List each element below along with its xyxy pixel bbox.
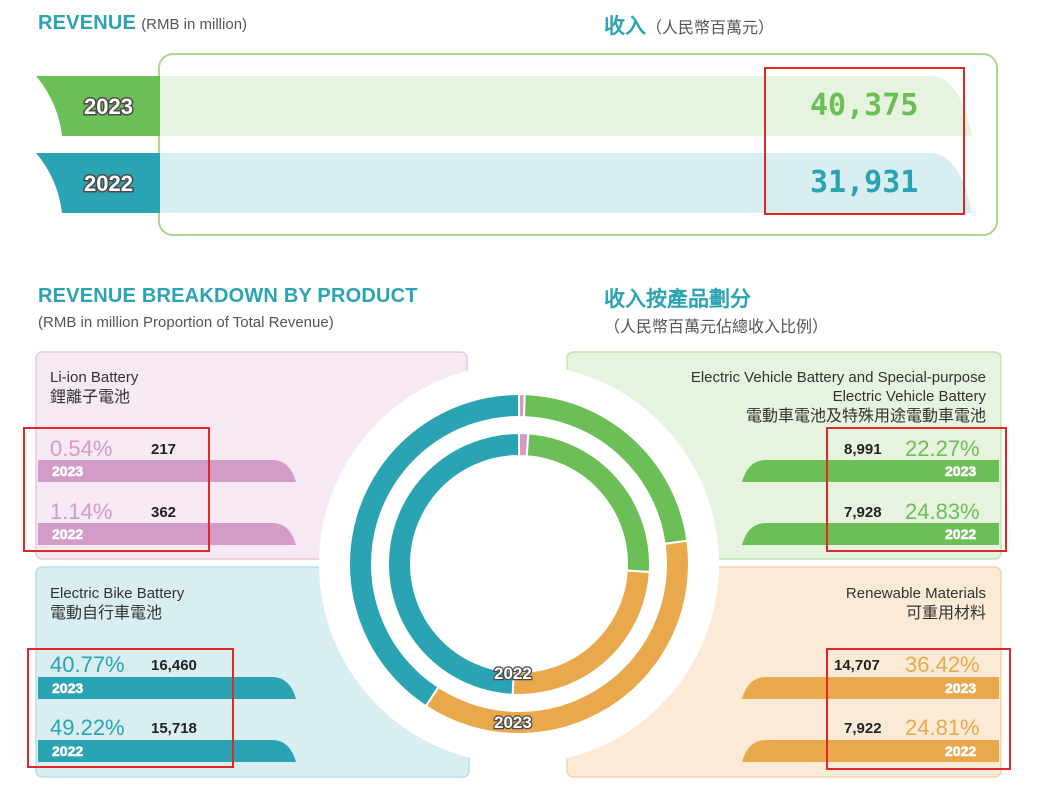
breakdown-title-en: REVENUE BREAKDOWN BY PRODUCT	[38, 285, 418, 307]
ev-pct-2023: 22.27%	[905, 436, 980, 461]
renewable-value-2023: 14,707	[834, 657, 880, 674]
donut-label-inner: 2022	[493, 663, 533, 685]
stripe-ebike-2023	[38, 677, 296, 699]
ev-value-2023: 8,991	[844, 441, 882, 458]
revenue-value-2023: 40,375	[810, 88, 919, 123]
ev-name-en-2: Electric Vehicle Battery	[832, 388, 986, 405]
li-ion-name-zh: 鋰離子電池	[50, 387, 131, 406]
revenue-year-2022: 2022	[83, 170, 135, 198]
stripe-ev-2022	[742, 523, 999, 545]
ebike-year-2022: 2022	[52, 743, 84, 760]
revenue-bar-2023-tab	[36, 76, 160, 136]
ev-pct-2022: 24.83%	[905, 499, 980, 524]
revenue-title: REVENUE (RMB in million)	[38, 12, 247, 35]
ebike-value-2023: 16,460	[151, 657, 197, 674]
highlight-box-ev	[826, 427, 1007, 552]
stripe-renewable-2022	[742, 740, 999, 762]
donut-label-outer: 2023	[493, 712, 533, 734]
renewable-pct-2022: 24.81%	[905, 715, 980, 740]
stripe-li-ion-2023	[38, 460, 296, 482]
stripe-li-ion-2022	[38, 523, 296, 545]
highlight-box-renewable	[826, 648, 1011, 770]
ebike-value-2022: 15,718	[151, 720, 197, 737]
revenue-bar-2023-bg	[160, 76, 972, 136]
ebike-pct-2022: 49.22%	[50, 715, 125, 740]
ebike-name-zh: 電動自行車電池	[50, 603, 163, 622]
highlight-box-li-ion	[23, 427, 210, 552]
li-ion-pct-2023: 0.54%	[50, 436, 113, 461]
li-ion-value-2023: 217	[151, 441, 177, 458]
ev-year-2022: 2022	[945, 526, 977, 543]
ev-value-2022: 7,928	[844, 504, 882, 521]
revenue-subtitle-zh: （人民幣百萬元）	[646, 18, 775, 37]
revenue-subtitle-en: (RMB in million)	[141, 16, 248, 33]
ev-name-zh: 電動車電池及特殊用途電動車電池	[745, 406, 986, 425]
ebike-year-2023: 2023	[52, 680, 84, 697]
li-ion-name-en: Li-ion Battery	[50, 369, 139, 386]
stripe-renewable-2023	[742, 677, 999, 699]
revenue-bar-2022-tab	[36, 153, 160, 213]
li-ion-pct-2022: 1.14%	[50, 499, 113, 524]
ebike-name-en: Electric Bike Battery	[50, 585, 185, 602]
renewable-name-zh: 可重用材料	[905, 603, 986, 622]
stripe-ebike-2022	[38, 740, 296, 762]
renewable-value-2022: 7,922	[844, 720, 882, 737]
highlight-box-revenue	[764, 67, 965, 215]
donut-backdrop	[319, 364, 719, 764]
highlight-box-ebike	[27, 648, 234, 768]
breakdown-subtitle-en: (RMB in million Proportion of Total Reve…	[38, 314, 334, 331]
renewable-year-2023: 2023	[945, 680, 977, 697]
ebike-pct-2023: 40.77%	[50, 652, 125, 677]
donut-slice-2022-3	[387, 431, 520, 696]
renewable-name-en: Renewable Materials	[845, 585, 986, 602]
ev-name-en-1: Electric Vehicle Battery and Special-pur…	[690, 369, 986, 386]
renewable-year-2022: 2022	[945, 743, 977, 760]
breakdown-title-zh: 收入按產品劃分	[604, 287, 751, 311]
revenue-year-2023: 2023	[83, 93, 135, 121]
breakdown-subtitle-zh: （人民幣百萬元佔總收入比例）	[604, 317, 829, 336]
revenue-title-zh-block: 收入（人民幣百萬元）	[604, 10, 774, 40]
revenue-bars	[36, 53, 998, 236]
stripe-ev-2023	[742, 460, 999, 482]
li-ion-year-2022: 2022	[52, 526, 84, 543]
li-ion-value-2022: 362	[151, 504, 177, 521]
renewable-pct-2023: 36.42%	[905, 652, 980, 677]
revenue-bar-2022-bg	[160, 153, 972, 213]
revenue-title-en: REVENUE	[38, 12, 137, 34]
ev-year-2023: 2023	[945, 463, 977, 480]
revenue-value-2022: 31,931	[810, 165, 919, 200]
donut-slice-2023-3	[348, 392, 520, 708]
revenue-title-zh: 收入	[604, 14, 646, 38]
donut-chart	[348, 392, 690, 735]
li-ion-year-2023: 2023	[52, 463, 84, 480]
